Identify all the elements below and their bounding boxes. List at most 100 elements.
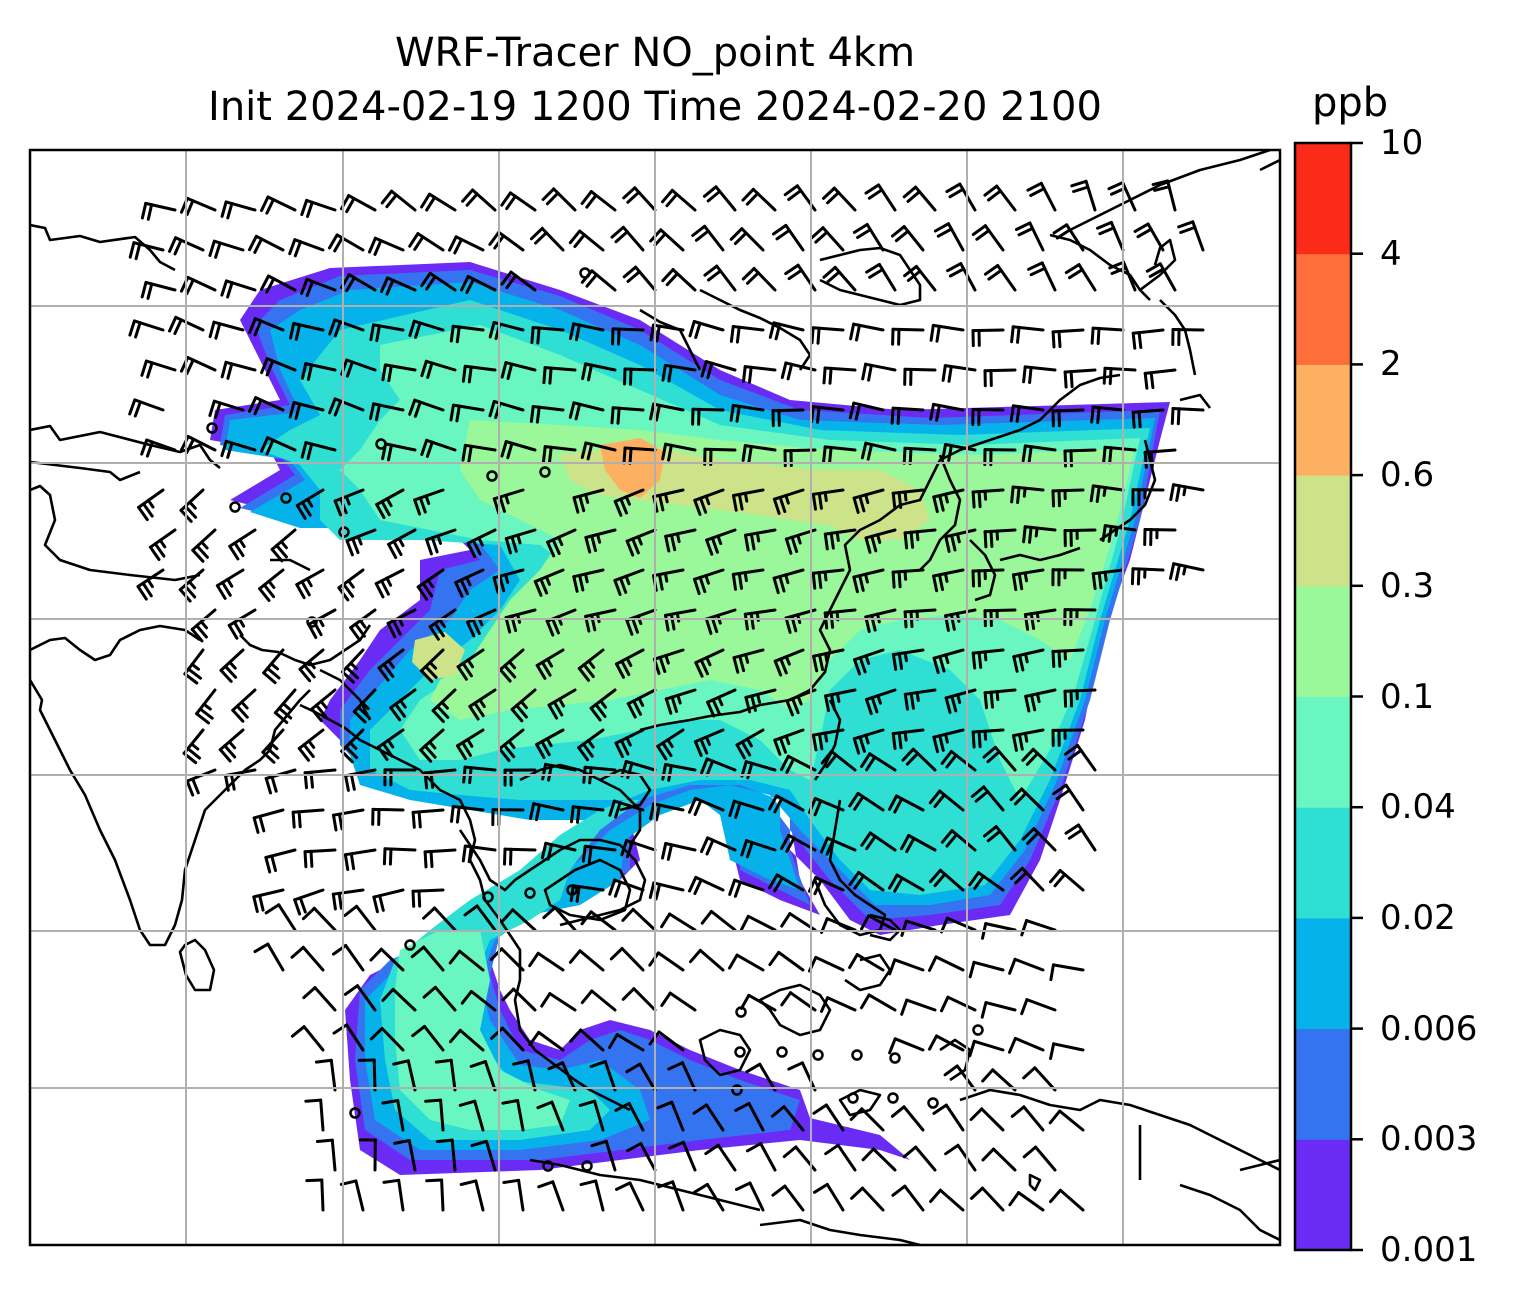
wind-barb <box>689 948 725 972</box>
wind-barb <box>140 438 177 458</box>
wind-barb <box>688 875 725 895</box>
wind-barb <box>1021 747 1057 772</box>
wind-barb <box>542 906 577 932</box>
wind-barb <box>252 808 285 834</box>
wind-barb <box>932 648 965 675</box>
wind-barb <box>622 446 657 465</box>
wind-barb <box>772 223 805 252</box>
wind-barb <box>357 1058 377 1092</box>
calm-wind-marker <box>349 1107 361 1119</box>
wind-barb <box>185 768 217 797</box>
calm-wind-marker <box>306 616 318 628</box>
wind-barb <box>501 908 537 932</box>
wind-barb <box>983 264 1017 292</box>
wind-barb <box>1049 869 1085 892</box>
wind-barb <box>264 848 297 874</box>
wind-barb <box>853 648 885 676</box>
wind-barb <box>1090 405 1125 425</box>
wind-barb <box>375 488 405 520</box>
wind-barb <box>652 648 685 675</box>
wind-barb <box>191 528 217 563</box>
wind-barb <box>459 1179 485 1212</box>
wind-barb <box>694 648 725 678</box>
wind-barb <box>469 1060 497 1092</box>
wind-barb <box>693 568 725 596</box>
wind-barb <box>301 362 337 381</box>
wind-barb <box>661 268 697 292</box>
wind-barb <box>1051 568 1085 587</box>
wind-barb <box>137 488 165 522</box>
wind-barb <box>888 873 925 893</box>
calm-wind-marker <box>539 466 551 478</box>
wind-barb <box>623 367 657 386</box>
wind-barb <box>262 648 285 685</box>
wind-barb <box>1102 366 1137 386</box>
wind-barb <box>661 763 697 782</box>
calm-wind-marker <box>581 1160 593 1172</box>
wind-barb <box>569 884 605 903</box>
wind-barb <box>380 276 417 296</box>
colorbar <box>1293 141 1363 1252</box>
wind-barb <box>891 568 925 589</box>
wind-barb <box>741 187 777 212</box>
wind-barb <box>700 836 737 856</box>
wind-barb <box>541 187 577 212</box>
wind-barb <box>1011 568 1045 592</box>
wind-barb <box>613 488 645 517</box>
wind-barb <box>530 326 565 345</box>
wind-barb <box>208 320 245 340</box>
wind-barb <box>1063 608 1097 627</box>
wind-barb <box>968 960 1005 979</box>
wind-barb <box>488 230 525 252</box>
wind-barb <box>1052 783 1085 812</box>
wind-barb <box>729 325 765 344</box>
wind-barb <box>227 608 257 640</box>
wind-barb <box>1022 1066 1057 1092</box>
wind-barb <box>248 396 285 416</box>
wind-barb <box>148 528 177 561</box>
wind-barb <box>310 688 337 723</box>
wind-barb <box>377 648 405 682</box>
wind-barb <box>900 998 937 1016</box>
wind-barb <box>208 239 245 259</box>
colorbar-swatch <box>1295 1028 1351 1140</box>
wind-barb <box>298 648 325 683</box>
wind-barb <box>461 844 497 864</box>
wind-barb <box>820 996 857 1013</box>
wind-barb <box>1024 688 1057 713</box>
wind-barb <box>431 688 457 723</box>
wind-barb <box>315 1138 337 1172</box>
wind-barb <box>382 847 417 866</box>
wind-barb <box>741 444 777 463</box>
colorbar-swatch <box>1295 1139 1351 1251</box>
wind-barb <box>1052 223 1085 252</box>
wind-barb <box>578 1099 605 1132</box>
wind-barb <box>891 1184 925 1212</box>
wind-barb <box>770 1105 805 1132</box>
wind-barb <box>929 868 965 892</box>
wind-barb <box>128 241 165 261</box>
colorbar-tick-label: 0.1 <box>1380 676 1435 717</box>
colorbar-tick-label: 2 <box>1380 344 1402 385</box>
wind-barb <box>224 768 257 792</box>
wind-barb <box>220 200 257 220</box>
wind-barb <box>140 280 177 300</box>
wind-barb <box>580 269 617 292</box>
wind-barb <box>983 184 1017 212</box>
wind-barb <box>888 958 925 976</box>
wind-barb <box>728 799 765 819</box>
wind-barb <box>332 1023 365 1052</box>
wind-barb <box>626 1142 657 1172</box>
wind-barb <box>489 947 525 972</box>
wind-barb <box>425 1178 445 1212</box>
wind-barb <box>1021 827 1057 852</box>
wind-barb <box>434 1058 457 1092</box>
colorbar-swatch <box>1295 475 1351 587</box>
wind-barb <box>657 1180 685 1212</box>
wind-barb <box>502 1178 525 1212</box>
wind-barb <box>773 648 805 677</box>
wind-barb <box>732 488 765 512</box>
wind-barb <box>891 225 925 252</box>
wind-barb <box>529 802 565 822</box>
wind-barb <box>810 326 845 345</box>
